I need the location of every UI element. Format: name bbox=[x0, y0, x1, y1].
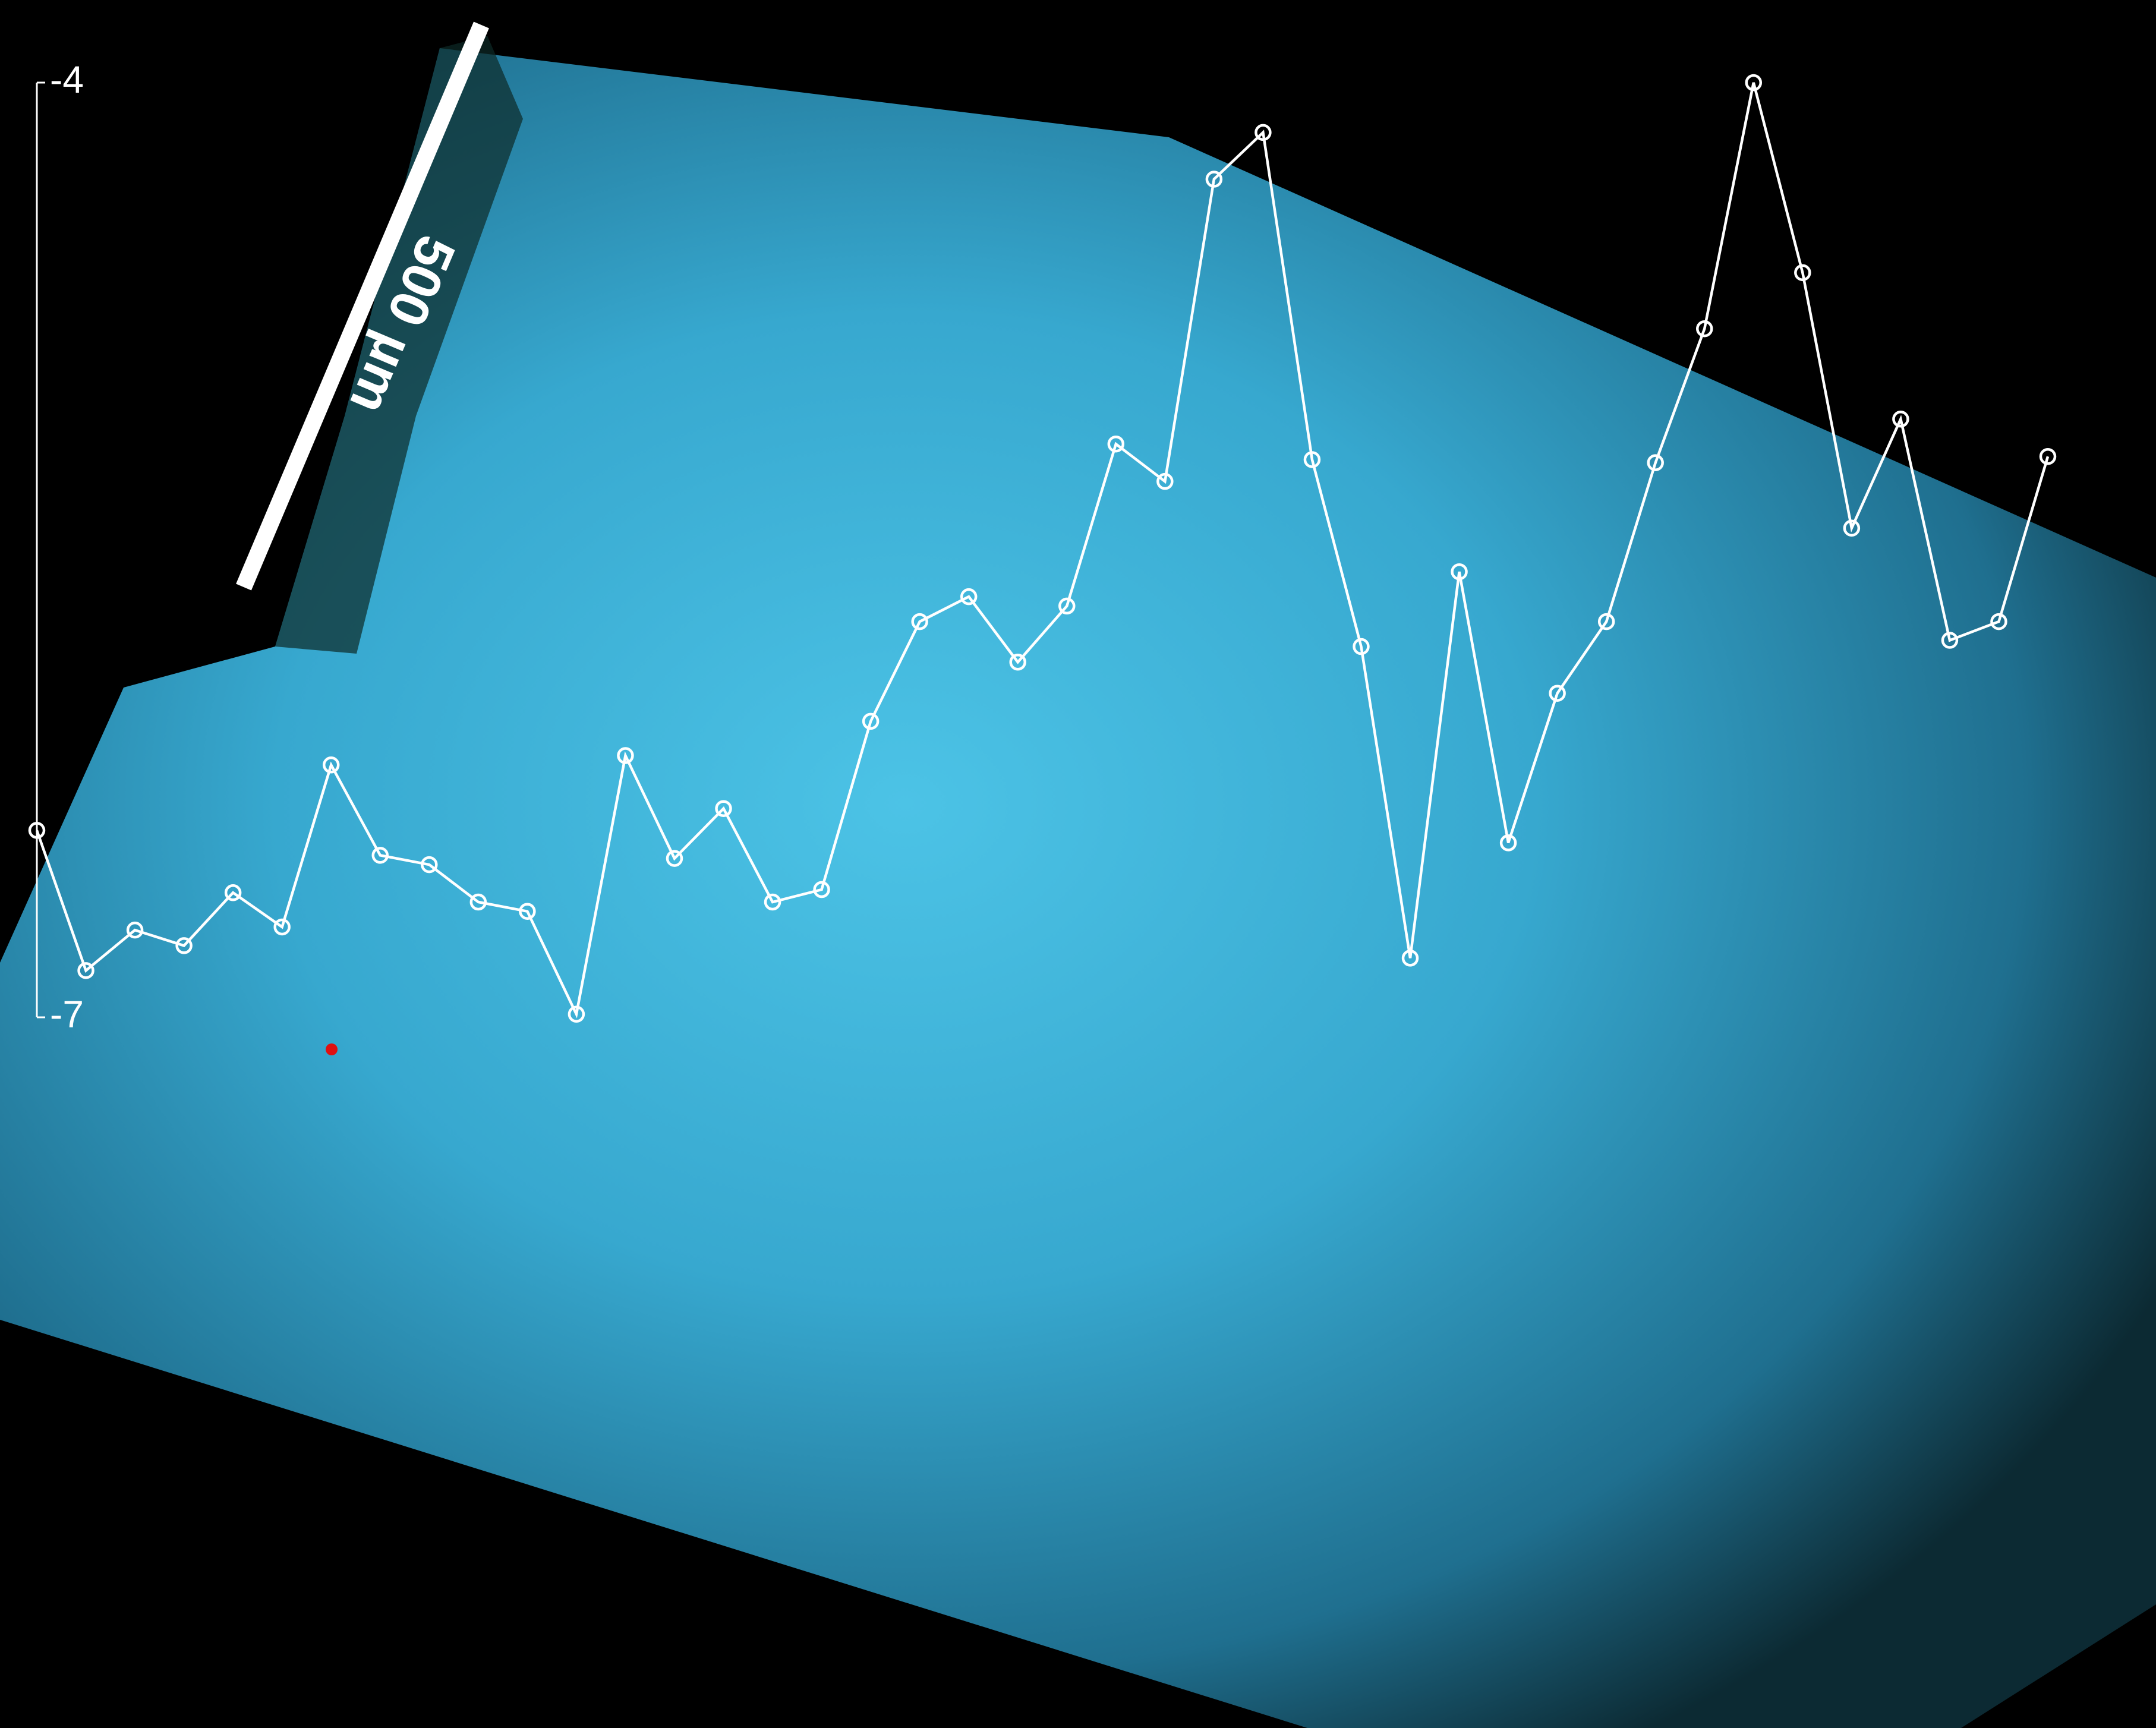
specimen bbox=[0, 48, 2156, 1728]
data-point bbox=[77, 962, 94, 979]
data-point bbox=[322, 756, 340, 774]
marker-dot bbox=[326, 1043, 338, 1055]
data-point bbox=[1892, 411, 1909, 428]
data-point bbox=[519, 903, 536, 920]
data-point bbox=[764, 893, 781, 911]
data-point bbox=[813, 881, 830, 898]
y-tick-label: -7 bbox=[50, 993, 84, 1036]
data-point bbox=[28, 822, 46, 839]
data-point bbox=[568, 1005, 585, 1023]
data-point bbox=[273, 918, 291, 936]
data-point bbox=[911, 613, 928, 630]
data-point bbox=[1941, 632, 1959, 649]
data-point bbox=[862, 712, 880, 730]
data-point bbox=[1843, 519, 1861, 537]
data-point bbox=[1156, 472, 1174, 490]
data-point bbox=[1353, 638, 1370, 655]
data-point bbox=[1499, 834, 1517, 852]
data-point bbox=[1597, 613, 1615, 630]
data-point bbox=[371, 847, 389, 864]
data-point bbox=[1303, 451, 1321, 468]
data-point bbox=[1254, 124, 1272, 141]
data-point bbox=[421, 856, 438, 874]
data-point bbox=[1549, 685, 1566, 702]
specimen-edge bbox=[275, 36, 523, 654]
y-tick-label: -4 bbox=[50, 58, 84, 101]
data-point bbox=[960, 588, 978, 606]
data-point bbox=[1058, 597, 1076, 615]
data-line bbox=[35, 82, 2050, 1018]
data-point bbox=[1451, 563, 1468, 581]
data-point bbox=[2039, 447, 2057, 465]
data-point bbox=[224, 884, 242, 901]
data-point bbox=[1401, 950, 1419, 967]
data-point bbox=[1794, 264, 1811, 282]
data-point bbox=[666, 850, 683, 867]
data-point bbox=[1205, 171, 1223, 188]
data-point bbox=[1695, 320, 1713, 338]
data-point bbox=[715, 800, 732, 817]
data-point bbox=[1647, 454, 1664, 471]
data-point bbox=[469, 893, 487, 911]
data-point bbox=[175, 937, 193, 954]
data-point bbox=[1990, 613, 2007, 630]
data-point bbox=[1009, 654, 1026, 671]
data-point bbox=[1745, 74, 1763, 92]
data-point bbox=[617, 747, 634, 764]
scale-bar bbox=[236, 21, 489, 591]
data-point bbox=[1107, 435, 1125, 453]
data-point bbox=[126, 921, 144, 939]
